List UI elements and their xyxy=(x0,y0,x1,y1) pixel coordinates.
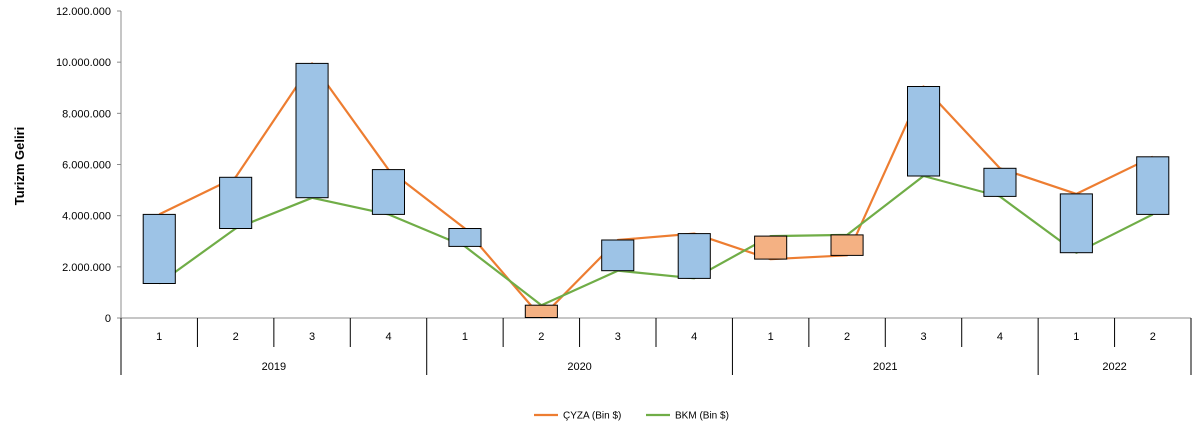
x-year-label: 2021 xyxy=(873,361,897,373)
up-bar xyxy=(448,228,482,247)
up-bar xyxy=(1059,193,1093,254)
y-tick-label: 8.000.000 xyxy=(62,108,111,120)
x-quarter-label: 3 xyxy=(309,331,315,343)
x-quarter-label: 2 xyxy=(538,331,544,343)
x-quarter-label: 3 xyxy=(920,331,926,343)
up-bar xyxy=(219,176,253,230)
x-quarter-label: 1 xyxy=(1073,331,1079,343)
up-bar xyxy=(1136,156,1170,215)
down-bar xyxy=(830,234,864,256)
legend-cyza-label: ÇYZA (Bin $) xyxy=(563,411,621,422)
x-quarter-label: 4 xyxy=(997,331,1003,343)
x-year-label: 2020 xyxy=(567,361,591,373)
x-quarter-label: 2 xyxy=(1150,331,1156,343)
up-bar xyxy=(142,213,176,284)
y-tick-label: 4.000.000 xyxy=(62,211,111,223)
x-quarter-label: 4 xyxy=(385,331,391,343)
x-quarter-label: 1 xyxy=(156,331,162,343)
x-quarter-label: 2 xyxy=(233,331,239,343)
y-tick-label: 10.000.000 xyxy=(56,57,111,69)
up-bar xyxy=(907,86,941,177)
x-quarter-label: 4 xyxy=(691,331,697,343)
x-year-label: 2022 xyxy=(1102,361,1126,373)
y-tick-label: 12.000.000 xyxy=(56,6,111,18)
up-bar xyxy=(295,62,329,199)
y-tick-label: 0 xyxy=(105,313,111,325)
y-axis-title: Turizm Geliri xyxy=(12,127,27,206)
up-bar xyxy=(371,169,405,215)
legend-bkm-label: BKM (Bin $) xyxy=(675,411,729,422)
x-year-label: 2019 xyxy=(262,361,286,373)
x-quarter-label: 2 xyxy=(844,331,850,343)
down-bar xyxy=(754,235,788,260)
x-quarter-label: 3 xyxy=(615,331,621,343)
up-bar xyxy=(983,167,1017,197)
up-bar xyxy=(677,233,711,279)
y-tick-label: 6.000.000 xyxy=(62,160,111,172)
y-tick-label: 2.000.000 xyxy=(62,262,111,274)
x-quarter-label: 1 xyxy=(768,331,774,343)
down-bar xyxy=(524,304,558,319)
x-quarter-label: 1 xyxy=(462,331,468,343)
up-bar xyxy=(601,239,635,272)
